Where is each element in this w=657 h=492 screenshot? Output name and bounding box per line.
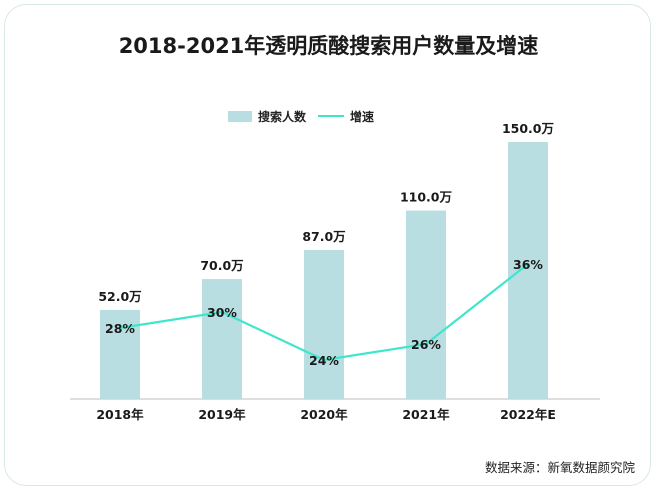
growth-value-label: 24%	[309, 353, 339, 368]
growth-value-label: 26%	[411, 337, 441, 352]
bar-value-label: 70.0万	[200, 258, 243, 273]
legend-item-line: 增速	[318, 108, 374, 125]
bar	[100, 309, 140, 399]
chart-legend: 搜索人数 增速	[228, 106, 386, 126]
bar	[508, 142, 548, 399]
bar-value-label: 150.0万	[502, 121, 554, 136]
bar	[406, 210, 446, 399]
chart-title: 2018-2021年透明质酸搜索用户数量及增速	[118, 34, 539, 58]
growth-value-label: 36%	[513, 257, 543, 272]
bar	[202, 279, 242, 399]
x-tick-label: 2018年	[96, 407, 144, 422]
bar	[304, 249, 344, 399]
legend-item-bars: 搜索人数	[228, 108, 306, 125]
growth-value-label: 28%	[105, 321, 135, 336]
legend-line-swatch	[318, 114, 345, 118]
legend-bars-label: 搜索人数	[258, 109, 307, 124]
bar-value-label: 110.0万	[400, 190, 452, 205]
legend-bar-swatch	[228, 110, 252, 122]
legend-line-label: 增速	[350, 109, 375, 124]
x-tick-label: 2022年E	[500, 407, 556, 422]
x-tick-label: 2021年	[402, 407, 450, 422]
bar-value-label: 52.0万	[98, 289, 141, 304]
x-tick-label: 2020年	[300, 407, 348, 422]
growth-value-label: 30%	[207, 305, 237, 320]
x-tick-label: 2019年	[198, 407, 246, 422]
bar-value-label: 87.0万	[302, 229, 345, 244]
data-source-note: 数据来源：新氧数据颜究院	[484, 460, 635, 475]
growth-line	[119, 263, 529, 362]
